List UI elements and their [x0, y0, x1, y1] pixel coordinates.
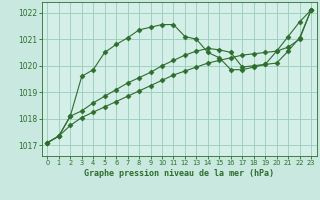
X-axis label: Graphe pression niveau de la mer (hPa): Graphe pression niveau de la mer (hPa) [84, 169, 274, 178]
